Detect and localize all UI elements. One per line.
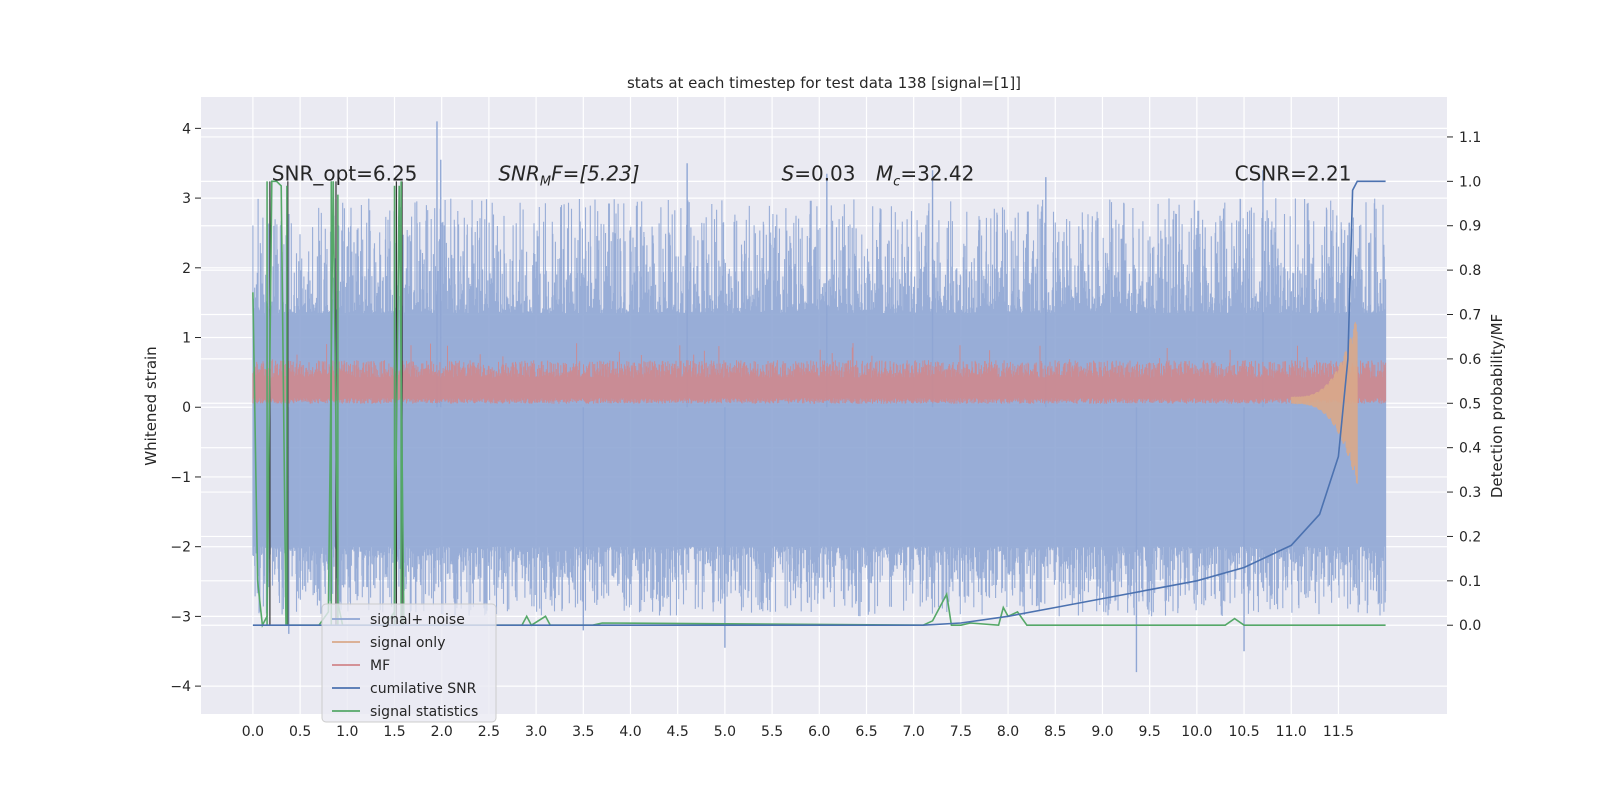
- y2-tick-label: 0.9: [1459, 219, 1481, 235]
- legend-label: signal+ noise: [370, 612, 465, 628]
- x-tick-label: 9.5: [1139, 724, 1161, 740]
- y2-tick-label: 0.2: [1459, 529, 1481, 545]
- series-mf: [252, 343, 1387, 404]
- y2-tick-label: 1.1: [1459, 130, 1481, 146]
- legend-label: signal statistics: [370, 704, 478, 720]
- legend-label: MF: [370, 658, 390, 674]
- x-tick-label: 5.0: [714, 724, 736, 740]
- x-tick-label: 10.5: [1228, 724, 1259, 740]
- y2-tick-label: 0.7: [1459, 308, 1481, 324]
- y-tick-label: 1: [182, 331, 191, 347]
- x-tick-label: 3.0: [525, 724, 547, 740]
- y-axis-left: 4 3 2 1 0 −1 −2 −3 −4: [170, 121, 201, 695]
- mf-band: [252, 343, 1387, 404]
- annotation-text: SNRMF=[5.23]: [498, 162, 639, 190]
- y-tick-label: 0: [182, 400, 191, 416]
- x-tick-label: 4.0: [619, 724, 641, 740]
- y-axis-label-right: Detection probability/MF: [1488, 314, 1506, 498]
- x-tick-label: 2.5: [478, 724, 500, 740]
- x-tick-label: 2.0: [431, 724, 453, 740]
- y-axis-label: Whitened strain: [142, 346, 160, 465]
- x-tick-label: 11.5: [1323, 724, 1354, 740]
- annotation-main: SNR: [498, 162, 540, 186]
- x-tick-label: 11.0: [1276, 724, 1307, 740]
- x-tick-label: 4.5: [667, 724, 689, 740]
- x-tick-label: 7.5: [950, 724, 972, 740]
- x-tick-label: 8.5: [1044, 724, 1066, 740]
- y2-tick-label: 0.6: [1459, 352, 1481, 368]
- y2-tick-label: 0.1: [1459, 574, 1481, 590]
- annotation-text: SNR_opt=6.25: [272, 162, 418, 186]
- y2-tick-label: 1.0: [1459, 174, 1481, 190]
- chart-title: stats at each timestep for test data 138…: [627, 74, 1021, 92]
- annotation-text: Mc=32.42: [876, 162, 974, 190]
- annotations: SNR_opt=6.25 SNRMF=[5.23] S=0.03 Mc=32.42 CS…: [272, 162, 1352, 190]
- annotation-tail: =0.03: [794, 162, 855, 186]
- x-tick-label: 6.5: [855, 724, 877, 740]
- x-tick-label: 1.0: [336, 724, 358, 740]
- y2-tick-label: 0.8: [1459, 263, 1481, 279]
- annotation-main: S: [782, 162, 795, 186]
- y-tick-label: −1: [170, 470, 191, 486]
- y-tick-label: −2: [170, 540, 191, 556]
- annotation-tail: F=[5.23]: [551, 162, 639, 186]
- y-axis-right: 1.1 1.0 0.9 0.8 0.7 0.6 0.5 0.4 0.3 0.2 0.1 0.0: [1447, 130, 1481, 634]
- y-tick-label: 4: [182, 121, 191, 137]
- signal-only-chirp: [1290, 322, 1358, 484]
- y-tick-label: 2: [182, 261, 191, 277]
- y2-tick-label: 0.3: [1459, 485, 1481, 501]
- y2-tick-label: 0.5: [1459, 396, 1481, 412]
- x-tick-label: 0.0: [242, 724, 264, 740]
- x-tick-label: 6.0: [808, 724, 830, 740]
- cumulative-snr-line: [252, 180, 1386, 626]
- legend-label: signal only: [370, 635, 445, 651]
- x-axis: 0.0 0.5 1.0 1.5 2.0 2.5 3.0 3.5 4.0 4.5 5.0 5.5 6.0 6…: [242, 724, 1354, 740]
- x-tick-label: 8.0: [997, 724, 1019, 740]
- annotation-main: M: [876, 162, 893, 186]
- series-cumulative-snr: [252, 180, 1386, 626]
- legend-label: cumilative SNR: [370, 681, 477, 697]
- x-tick-label: 7.0: [903, 724, 925, 740]
- y-tick-label: 3: [182, 191, 191, 207]
- annotation-subscript: M: [540, 175, 551, 190]
- y2-tick-label: 0.0: [1459, 618, 1481, 634]
- x-tick-label: 1.5: [383, 724, 405, 740]
- annotation-text: S=0.03: [782, 162, 856, 186]
- legend-box: [321, 603, 497, 723]
- annotation-subscript: c: [893, 175, 900, 190]
- annotation-text: CSNR=2.21: [1235, 162, 1352, 186]
- x-tick-label: 10.0: [1181, 724, 1212, 740]
- x-tick-label: 9.0: [1091, 724, 1113, 740]
- y-tick-label: −3: [170, 609, 191, 625]
- legend: signal+ noise signal only MF cumilative SNR…: [321, 603, 497, 723]
- annotation-main: CSNR=2.21: [1235, 162, 1352, 186]
- x-tick-label: 0.5: [289, 724, 311, 740]
- y2-tick-label: 0.4: [1459, 441, 1481, 457]
- x-tick-label: 5.5: [761, 724, 783, 740]
- annotation-main: SNR_opt=6.25: [272, 162, 418, 186]
- annotation-tail: =32.42: [900, 162, 974, 186]
- y-tick-label: −4: [170, 679, 191, 695]
- x-tick-label: 3.5: [572, 724, 594, 740]
- series-layer: [252, 121, 1387, 673]
